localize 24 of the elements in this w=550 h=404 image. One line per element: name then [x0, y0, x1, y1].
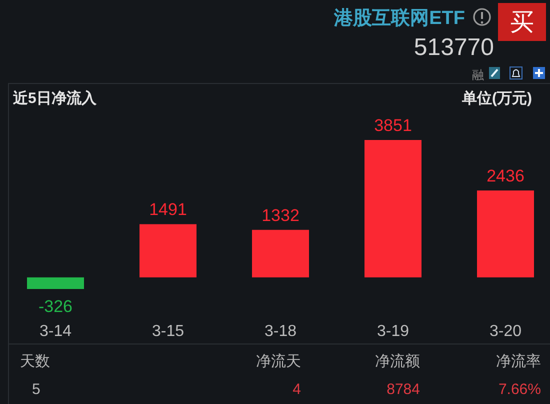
- data-label: 1491: [149, 200, 187, 220]
- x-tick-label: 3-14: [39, 323, 72, 340]
- x-tick-label: 3-20: [489, 323, 522, 340]
- x-tick-label: 3-19: [376, 323, 410, 340]
- title: 近5日净流入: [13, 90, 96, 107]
- button-buy: 买: [498, 3, 546, 41]
- data-label: 3851: [374, 116, 412, 135]
- text: 天数: [20, 353, 50, 370]
- data-label: 1332: [262, 206, 300, 225]
- text: 4: [292, 381, 301, 398]
- text: 融: [472, 68, 484, 82]
- text: 513770: [414, 34, 494, 61]
- text: 净流天: [256, 353, 301, 370]
- ylabel: 单位(万元): [462, 90, 532, 107]
- x-tick-label: 3-15: [152, 323, 184, 340]
- data-label: -326: [38, 297, 73, 316]
- text: 净流率: [496, 353, 541, 370]
- text: 净流额: [375, 353, 420, 370]
- text: 8784: [386, 381, 420, 398]
- text: 7.66%: [498, 381, 541, 398]
- data-label: 2436: [486, 166, 524, 186]
- text: 5: [32, 381, 40, 398]
- text: 港股互联网ETF: [333, 7, 465, 29]
- x-tick-label: 3-18: [264, 323, 297, 340]
